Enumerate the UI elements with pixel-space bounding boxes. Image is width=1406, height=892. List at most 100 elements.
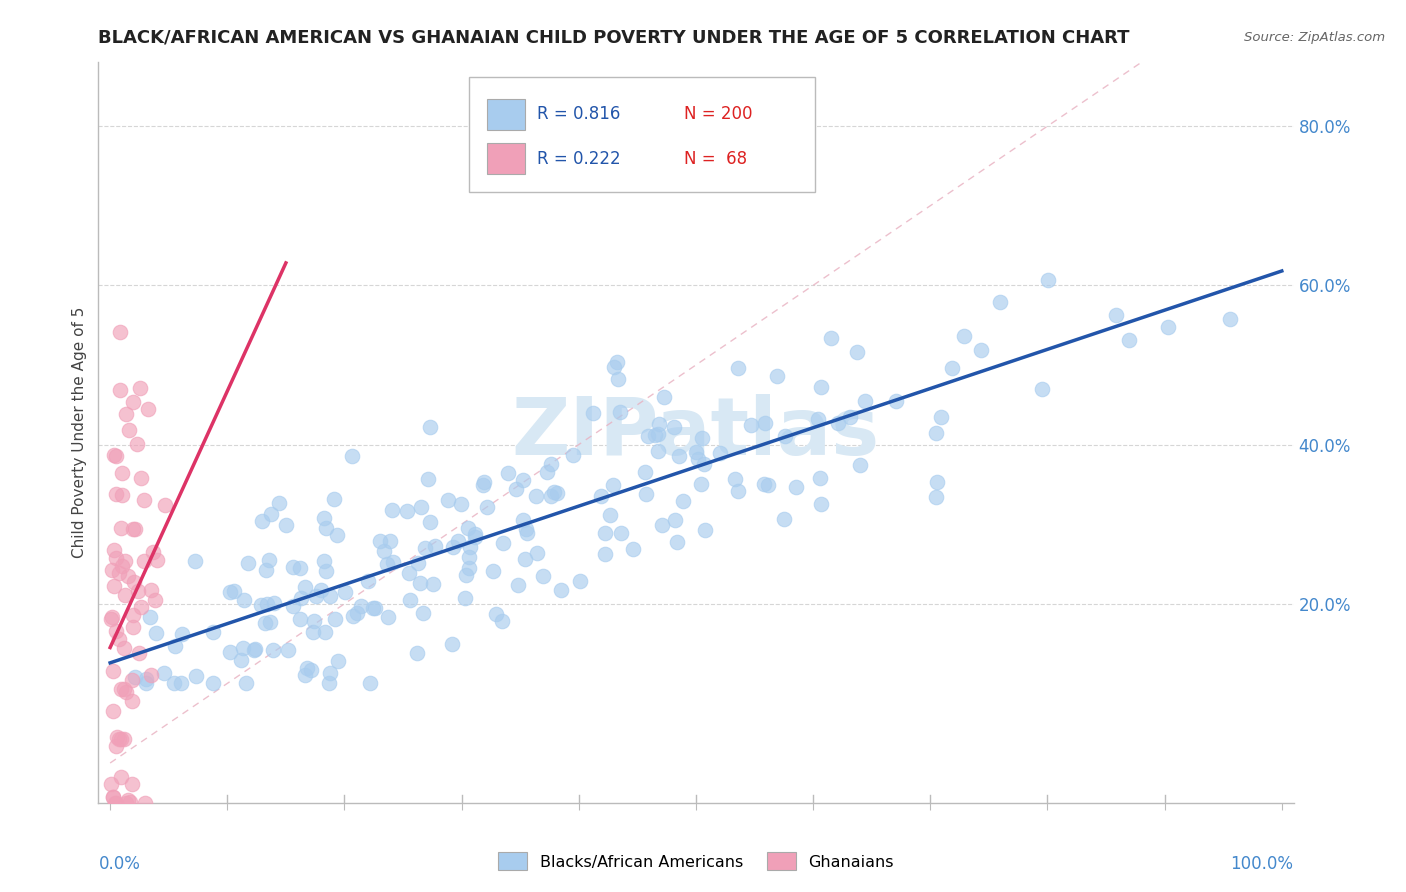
Point	[546, 486, 568, 500]
Point	[163, 676, 186, 690]
Point	[827, 416, 849, 430]
Point	[101, 790, 124, 805]
Point	[662, 420, 685, 434]
Point	[259, 615, 281, 629]
Point	[112, 681, 135, 696]
Point	[124, 670, 146, 684]
Point	[440, 637, 463, 651]
Point	[970, 343, 993, 358]
Point	[524, 489, 547, 503]
Point	[775, 429, 797, 443]
Point	[839, 409, 862, 424]
Point	[114, 554, 136, 568]
Point	[319, 589, 342, 603]
Point	[100, 612, 122, 626]
Point	[121, 777, 143, 791]
Point	[515, 552, 537, 566]
Point	[929, 409, 952, 424]
Point	[652, 390, 675, 404]
Point	[454, 591, 477, 606]
Point	[602, 477, 624, 491]
Point	[108, 325, 131, 339]
Point	[328, 654, 350, 668]
Point	[492, 535, 515, 549]
Point	[314, 624, 336, 639]
Point	[727, 360, 749, 375]
Point	[125, 437, 148, 451]
Point	[243, 643, 266, 657]
Point	[1104, 309, 1126, 323]
Point	[550, 582, 572, 597]
Point	[634, 487, 657, 501]
Point	[145, 626, 167, 640]
Point	[299, 663, 322, 677]
Point	[692, 431, 714, 445]
Point	[536, 465, 558, 479]
Point	[346, 606, 368, 620]
Point	[450, 497, 472, 511]
Point	[693, 458, 716, 472]
Point	[201, 625, 224, 640]
Point	[245, 642, 267, 657]
Point	[853, 393, 876, 408]
Point	[121, 673, 143, 688]
Point	[314, 554, 336, 568]
Point	[810, 380, 832, 394]
Point	[506, 577, 529, 591]
Point	[925, 426, 948, 441]
Point	[884, 394, 907, 409]
Point	[740, 417, 762, 432]
Point	[464, 530, 486, 544]
Point	[409, 576, 432, 591]
Point	[773, 512, 796, 526]
Point	[112, 732, 135, 747]
Point	[250, 599, 273, 613]
Point	[941, 361, 963, 376]
Text: N =  68: N = 68	[685, 150, 747, 168]
Point	[254, 615, 277, 630]
Point	[543, 484, 565, 499]
Point	[540, 489, 562, 503]
Point	[114, 589, 136, 603]
Point	[105, 739, 128, 754]
Text: 0.0%: 0.0%	[98, 855, 141, 872]
Point	[359, 676, 381, 690]
Point	[516, 525, 538, 540]
Point	[368, 533, 391, 548]
Point	[170, 626, 193, 640]
Point	[103, 579, 125, 593]
Point	[153, 498, 176, 512]
Point	[412, 607, 434, 621]
Point	[301, 625, 323, 640]
Point	[259, 553, 281, 567]
Point	[121, 694, 143, 708]
Point	[810, 497, 832, 511]
Point	[105, 624, 128, 639]
Point	[135, 676, 157, 690]
FancyBboxPatch shape	[486, 99, 524, 130]
Point	[122, 608, 145, 623]
Point	[184, 668, 207, 682]
Point	[647, 443, 669, 458]
Point	[1219, 312, 1241, 326]
Point	[323, 612, 346, 626]
Point	[685, 444, 707, 458]
Point	[364, 601, 387, 615]
Point	[104, 450, 127, 464]
Text: ZIPatlas: ZIPatlas	[512, 393, 880, 472]
Point	[309, 583, 332, 598]
Point	[139, 610, 162, 624]
Point	[229, 653, 252, 667]
Point	[540, 457, 562, 471]
Point	[458, 540, 481, 554]
Point	[644, 428, 666, 442]
Point	[117, 792, 139, 806]
Point	[457, 550, 479, 565]
Point	[134, 796, 156, 810]
Point	[606, 355, 628, 369]
Point	[447, 534, 470, 549]
Point	[325, 528, 347, 542]
FancyBboxPatch shape	[486, 143, 524, 174]
Point	[690, 477, 713, 491]
Point	[568, 574, 591, 588]
